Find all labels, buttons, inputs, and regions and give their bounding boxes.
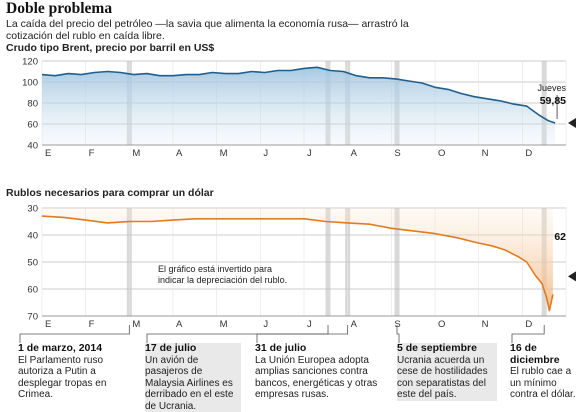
event-connector: [512, 325, 544, 343]
event-text: El rublo cae a un mínimo contra el dólar…: [510, 366, 576, 400]
event-july-17: 17 de julio Un avión de pasajeros de Mal…: [145, 343, 241, 412]
event-date: 17 de julio: [145, 343, 241, 355]
oil-chart-title: Crudo tipo Brent, precio por barril en U…: [6, 42, 214, 54]
event-date: 16 de diciembre: [510, 343, 578, 366]
y-tick-label: 70: [27, 312, 38, 323]
y-tick-label: 50: [27, 258, 38, 269]
event-connector: [257, 325, 348, 343]
event-connector: [20, 325, 129, 343]
annotation-value: 62: [554, 231, 566, 243]
month-label: S: [394, 148, 400, 159]
y-tick-label: 80: [27, 99, 38, 110]
chart-note-line: El gráfico está invertido para: [158, 264, 272, 274]
series-area: [42, 208, 553, 311]
month-label: E: [45, 148, 51, 159]
y-tick-label: 100: [22, 78, 38, 89]
month-label: M: [132, 148, 140, 159]
month-label: M: [220, 148, 228, 159]
ruble-chart-title: Rublos necesarios para comprar un dólar: [6, 187, 214, 199]
annotation-marker: [568, 118, 576, 128]
event-text: El Parlamento ruso autoriza a Putin a de…: [18, 355, 106, 401]
y-tick-label: 60: [27, 120, 38, 131]
event-connector: [397, 325, 399, 343]
page-subtitle: La caída del precio del petróleo —la sav…: [6, 18, 446, 42]
event-dec-16: 16 de diciembre El rublo cae a un mínimo…: [510, 343, 578, 401]
annotation-label: Jueves: [537, 83, 566, 93]
y-tick-label: 60: [27, 285, 38, 296]
month-label: A: [176, 148, 183, 159]
annotation-value: 59,85: [540, 95, 566, 107]
month-label: A: [351, 148, 358, 159]
month-label: D: [525, 148, 532, 159]
y-tick-label: 40: [27, 141, 38, 152]
event-date: 31 de julio: [255, 343, 383, 355]
chart-note-line: indicar la depreciación del rublo.: [158, 275, 287, 285]
month-label: N: [482, 148, 489, 159]
month-label: F: [89, 148, 95, 159]
y-tick-label: 30: [27, 204, 38, 215]
month-label: J: [307, 148, 312, 159]
oil-price-chart: 40 60 80 100 120 E F M A M J J A S O N D Jueves 59,85: [0, 55, 583, 185]
event-text: La Unión Europea adopta amplias sancione…: [255, 355, 377, 401]
series-area: [42, 67, 555, 145]
event-march-1: 1 de marzo, 2014 El Parlamento ruso auto…: [18, 343, 136, 401]
event-sept-5: 5 de septiembre Ucrania acuerda un cese …: [397, 343, 497, 401]
annotation-marker: [568, 271, 576, 281]
page-title: Doble problema: [6, 0, 112, 18]
y-tick-label: 40: [27, 231, 38, 242]
event-date: 5 de septiembre: [397, 343, 497, 355]
event-date: 1 de marzo, 2014: [18, 343, 136, 355]
event-july-31: 31 de julio La Unión Europea adopta ampl…: [255, 343, 383, 401]
month-label: J: [263, 148, 268, 159]
month-label: O: [438, 148, 445, 159]
y-tick-label: 120: [22, 57, 38, 68]
event-text: Un avión de pasajeros de Malaysia Airlin…: [145, 355, 233, 412]
event-text: Ucrania acuerda un cese de hostilidades …: [397, 355, 488, 401]
